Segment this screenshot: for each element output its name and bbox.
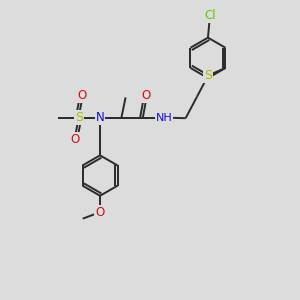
- Text: O: O: [142, 89, 151, 102]
- Text: S: S: [204, 69, 212, 82]
- Text: O: O: [95, 206, 105, 219]
- Text: N: N: [96, 111, 104, 124]
- Text: NH: NH: [156, 112, 172, 123]
- Text: S: S: [75, 111, 83, 124]
- Text: O: O: [70, 133, 80, 146]
- Text: Cl: Cl: [205, 9, 216, 22]
- Text: O: O: [78, 89, 87, 102]
